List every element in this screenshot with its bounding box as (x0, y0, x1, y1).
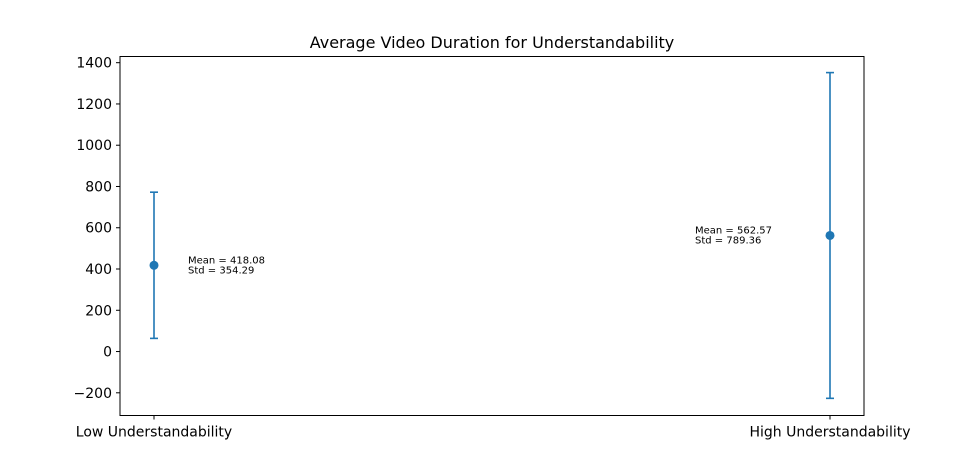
y-tick-label: 1000 (76, 138, 112, 154)
mean-point (825, 230, 835, 240)
y-tick-label: 200 (85, 303, 112, 319)
x-axis: Low Understandability High Understandabil… (76, 415, 911, 441)
y-tick-label: 0 (103, 345, 112, 361)
std-annotation: Std = 789.36 (695, 235, 761, 246)
y-tick-label: 400 (85, 262, 112, 278)
y-tick-label: 600 (85, 221, 112, 237)
y-tick-label: −200 (74, 386, 112, 402)
y-axis: −200 0 200 400 600 800 1000 1200 1400 (74, 56, 120, 402)
mean-annotation: Mean = 562.57 (695, 225, 772, 236)
std-annotation: Std = 354.29 (188, 265, 254, 276)
y-tick-label: 800 (85, 179, 112, 195)
plot-area-frame (119, 56, 865, 416)
y-tick-label: 1400 (76, 56, 112, 72)
chart-title: Average Video Duration for Understandabi… (310, 33, 675, 52)
mean-annotation: Mean = 418.08 (188, 255, 265, 266)
y-tick-label: 1200 (76, 97, 112, 113)
x-tick-label: Low Understandability (76, 425, 232, 441)
x-tick-label: High Understandability (749, 425, 910, 441)
mean-point (149, 260, 159, 270)
